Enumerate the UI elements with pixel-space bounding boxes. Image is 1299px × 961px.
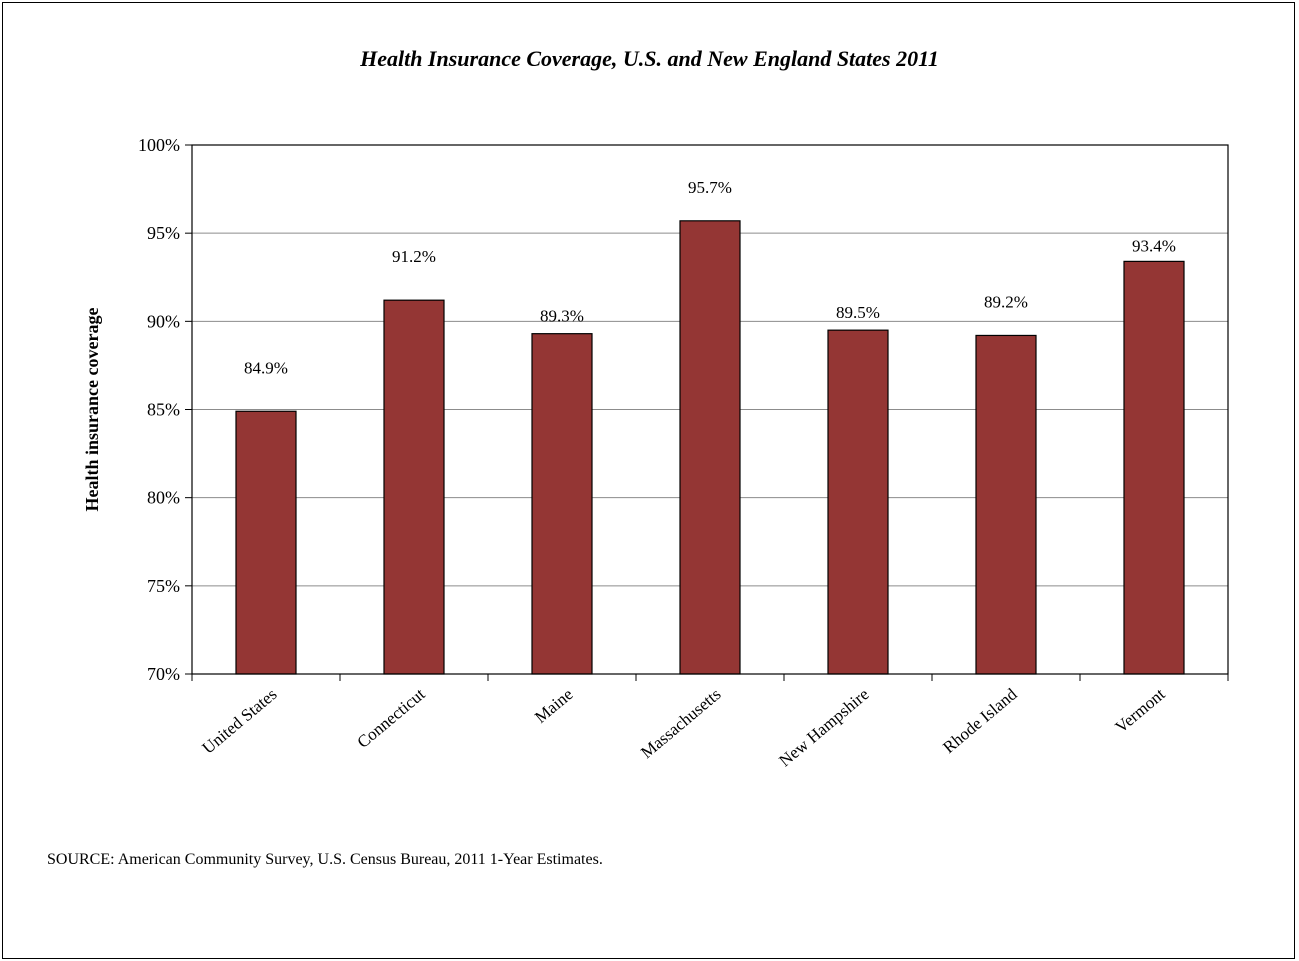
bar <box>827 329 889 675</box>
x-tick-label: Vermont <box>1112 684 1169 736</box>
y-tick-label: 90% <box>147 311 180 331</box>
x-axis: United States Connecticut Maine Massachuset… <box>191 674 1229 771</box>
x-tick-label: Massachusetts <box>637 685 724 763</box>
bars <box>235 220 1185 675</box>
bar <box>235 410 297 675</box>
data-label: 89.2% <box>984 292 1028 311</box>
bar <box>679 220 741 675</box>
bar <box>531 333 593 675</box>
bar <box>1123 260 1185 675</box>
y-tick-label: 95% <box>147 223 180 243</box>
data-label: 93.4% <box>1132 236 1176 255</box>
x-tick-label: New Hampshire <box>775 685 872 771</box>
y-tick-label: 70% <box>147 664 180 684</box>
data-label: 84.9% <box>244 358 288 377</box>
y-tick-label: 75% <box>147 576 180 596</box>
x-tick-label: Rhode Island <box>939 684 1021 757</box>
y-axis-title: Health insurance coverage <box>82 308 102 512</box>
y-tick-label: 100% <box>138 135 180 155</box>
bar <box>975 334 1037 675</box>
bar <box>383 299 445 675</box>
y-tick-label: 80% <box>147 488 180 508</box>
data-label: 91.2% <box>392 247 436 266</box>
y-axis: 70% 75% 80% 85% 90% 95% 100% <box>138 135 192 684</box>
x-tick-label: Maine <box>531 685 576 727</box>
x-tick-label: Connecticut <box>353 684 428 752</box>
source-note: SOURCE: American Community Survey, U.S. … <box>47 851 603 868</box>
data-label: 89.5% <box>836 303 880 322</box>
y-tick-label: 85% <box>147 400 180 420</box>
data-label: 95.7% <box>688 178 732 197</box>
data-labels: 84.9% 91.2% 89.3% 95.7% 89.5% 89.2% 93.4% <box>244 178 1176 377</box>
x-tick-label: United States <box>199 685 281 758</box>
data-label: 89.3% <box>540 307 584 326</box>
chart-title: Health Insurance Coverage, U.S. and New … <box>360 46 939 71</box>
